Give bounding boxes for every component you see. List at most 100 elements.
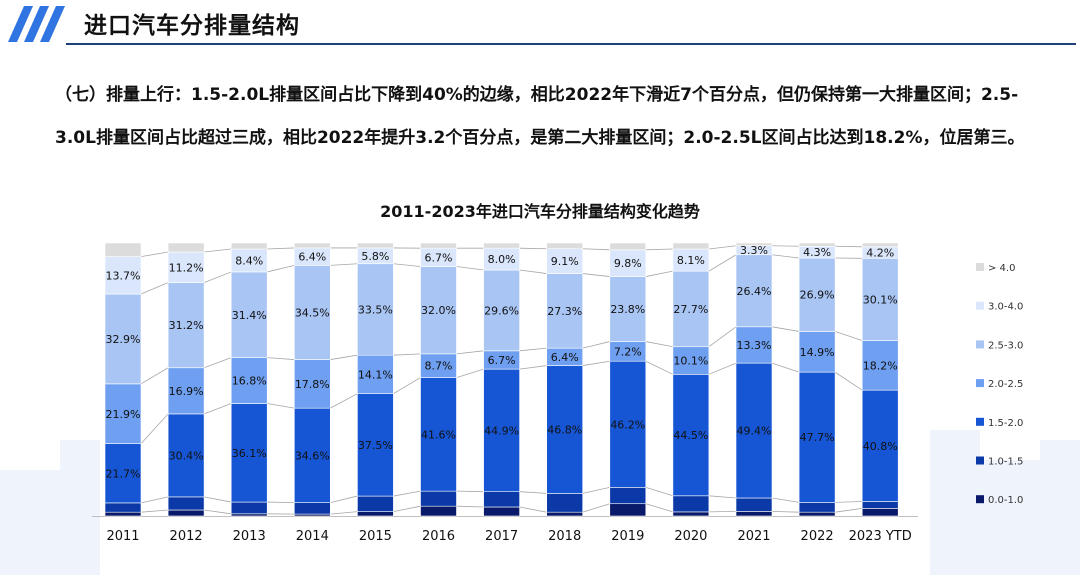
data-label: 14.1% — [358, 368, 393, 381]
bar-segment-> 4.0 — [230, 242, 268, 250]
bar-segment-2.5-3.0 — [357, 263, 394, 356]
data-label: 9.8% — [614, 257, 642, 270]
bar-segment-3.0-4.0 — [609, 249, 647, 277]
bar-segment-2.0-2.5 — [735, 326, 773, 364]
data-label: 41.6% — [421, 428, 456, 441]
x-tick-label: 2017 — [485, 529, 518, 544]
data-label: 21.7% — [106, 467, 141, 480]
connector-line — [771, 497, 800, 503]
connector-line — [645, 270, 673, 277]
legend-label: 0.0-1.0 — [988, 495, 1023, 506]
bar-segment-2.5-3.0 — [483, 269, 520, 352]
header-divider — [66, 43, 1076, 45]
bar-segment-1.5-2.0 — [104, 443, 142, 504]
bar-segment-> 4.0 — [483, 242, 520, 249]
connector-line — [140, 251, 169, 258]
connector-line — [835, 507, 863, 513]
legend-swatch — [976, 495, 984, 504]
connector-line — [330, 511, 358, 515]
connector-line — [456, 368, 484, 378]
bar-2015: 37.5% 14.1% 33.5% 5.8% 2015 — [357, 242, 394, 544]
bar-segment-1.5-2.0 — [483, 368, 520, 493]
connector-line — [267, 501, 295, 504]
bar-segment-1.5-2.0 — [357, 393, 394, 497]
data-label: 4.2% — [866, 247, 894, 260]
bar-2022: 47.7% 14.9% 26.9% 4.3% 2022 — [798, 242, 836, 544]
connector-line — [582, 341, 610, 349]
connector-line — [330, 263, 358, 266]
bar-segment-1.0-1.5 — [357, 495, 394, 512]
connector-line — [708, 510, 737, 513]
connector-line — [835, 501, 863, 503]
bar-segment-> 4.0 — [861, 242, 899, 248]
bar-segment-0.0-1.0 — [672, 511, 710, 517]
data-label: 37.5% — [358, 439, 393, 452]
data-label: 13.3% — [737, 339, 772, 352]
data-label: 9.1% — [551, 255, 579, 268]
connector-line — [645, 486, 674, 497]
data-label: 32.9% — [106, 333, 141, 346]
bar-segment-2.0-2.5 — [167, 367, 205, 415]
data-label: 16.8% — [232, 375, 267, 388]
bar-segment-1.0-1.5 — [293, 502, 331, 515]
connector-line — [771, 362, 800, 373]
connector-line — [645, 341, 673, 348]
legend-swatch — [976, 379, 984, 388]
x-tick-label: 2015 — [359, 529, 392, 544]
connector-line — [456, 266, 484, 271]
connector-line — [708, 245, 737, 250]
data-label: 23.8% — [610, 303, 645, 316]
bar-segment-2.5-3.0 — [420, 266, 457, 355]
bar-segment-3.0-4.0 — [546, 248, 584, 274]
x-tick-label: 2023 YTD — [849, 529, 912, 544]
x-tick-label: 2014 — [296, 529, 329, 544]
bar-2011: 21.7% 21.9% 32.9% 13.7% 2011 — [104, 242, 142, 544]
data-label: 46.8% — [547, 423, 582, 436]
bar-segment-2.0-2.5 — [861, 340, 899, 391]
bar-segment-1.0-1.5 — [420, 490, 457, 507]
connector-line — [456, 350, 484, 355]
bar-segment-1.5-2.0 — [230, 403, 268, 503]
connector-line — [393, 353, 421, 356]
bar-segment-1.0-1.5 — [672, 495, 710, 513]
summary-paragraph: （七）排量上行：1.5-2.0L排量区间占比下降到40%的边缘，相比2022年下… — [55, 85, 1025, 148]
connector-line — [140, 496, 169, 504]
connector-line — [834, 371, 863, 391]
data-label: 30.4% — [169, 449, 204, 462]
data-label: 29.6% — [484, 304, 519, 317]
bar-segment-1.0-1.5 — [167, 496, 205, 511]
bar-segment-1.5-2.0 — [546, 365, 584, 494]
data-label: 5.8% — [361, 250, 389, 263]
bar-segment-1.5-2.0 — [798, 371, 836, 503]
x-tick-label: 2018 — [548, 529, 581, 544]
bar-segment-0.0-1.0 — [798, 511, 836, 517]
bar-2020: 44.5% 10.1% 27.7% 8.1% 2020 — [672, 242, 710, 544]
legend-swatch — [976, 340, 984, 349]
connector-line — [708, 326, 737, 348]
data-label: 26.9% — [800, 289, 835, 302]
data-label: 44.9% — [484, 424, 519, 437]
connector-line — [582, 248, 610, 251]
bar-2023 YTD: 40.8% 18.2% 30.1% 4.2% 2023 YTD — [849, 242, 912, 544]
bar-segment-0.0-1.0 — [167, 509, 205, 517]
bar-segment-> 4.0 — [672, 242, 710, 250]
connector-line — [582, 486, 610, 494]
connector-line — [519, 347, 547, 352]
data-label: 32.0% — [421, 304, 456, 317]
connector-line — [834, 331, 863, 341]
data-label: 34.6% — [295, 449, 330, 462]
bar-segment-1.5-2.0 — [609, 360, 647, 488]
bar-2012: 30.4% 16.9% 31.2% 11.2% 2012 — [167, 242, 205, 544]
legend-swatch — [976, 456, 984, 465]
bar-segment-1.0-1.5 — [104, 502, 142, 513]
bar-segment-> 4.0 — [735, 242, 773, 247]
data-label: 6.7% — [425, 251, 453, 264]
connector-line — [393, 377, 421, 395]
connector-line — [645, 360, 674, 375]
bar-segment-0.0-1.0 — [483, 506, 520, 517]
bar-segment-1.5-2.0 — [420, 377, 457, 492]
bar-segment-0.0-1.0 — [230, 513, 268, 517]
bar-segment-2.0-2.5 — [104, 383, 142, 444]
data-label: 13.7% — [106, 269, 141, 282]
